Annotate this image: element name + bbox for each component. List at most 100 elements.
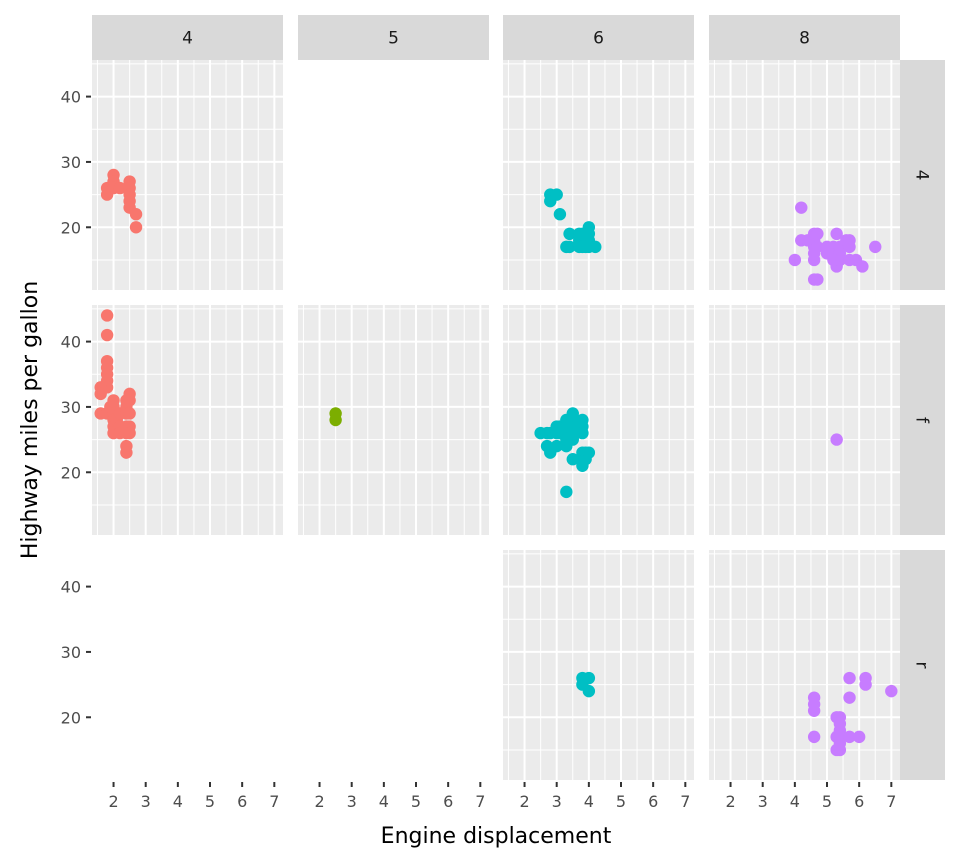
data-point (576, 426, 589, 440)
data-point (94, 387, 107, 401)
panel-background (709, 550, 900, 780)
data-point (120, 446, 133, 459)
data-point (811, 227, 824, 241)
data-point (550, 188, 563, 201)
strip-top-4: 4 (92, 15, 283, 60)
strip-background (92, 15, 283, 60)
data-point (582, 446, 596, 459)
x-tick-label: 7 (269, 792, 279, 811)
x-tick-label: 4 (790, 792, 800, 811)
data-point (869, 240, 882, 254)
data-point (100, 309, 114, 322)
data-point (807, 730, 821, 744)
data-point (807, 253, 821, 267)
x-tick-label: 5 (411, 792, 421, 811)
x-tick-label: 3 (552, 792, 562, 811)
data-point (589, 240, 602, 254)
data-point (852, 730, 866, 744)
x-tick-label: 3 (347, 792, 357, 811)
y-tick-label: 20 (61, 463, 81, 482)
data-point (113, 181, 127, 195)
panel-background (92, 60, 283, 290)
data-point (563, 227, 576, 241)
data-point (123, 394, 136, 407)
strip-top-8: 8 (709, 15, 900, 60)
data-point (582, 671, 596, 685)
y-tick-label: 30 (61, 643, 81, 662)
x-tick-label: 4 (173, 792, 183, 811)
data-point (563, 240, 576, 254)
data-point (579, 240, 592, 254)
x-tick-label: 2 (725, 792, 735, 811)
panel-4-4 (92, 60, 283, 290)
x-tick-label: 3 (758, 792, 768, 811)
x-tick-label: 7 (886, 792, 896, 811)
data-point (795, 201, 808, 214)
data-point (582, 684, 596, 698)
data-point (550, 439, 563, 453)
y-axis-title: Highway miles per gallon (18, 281, 43, 559)
x-tick-label: 2 (314, 792, 324, 811)
data-point (129, 208, 143, 221)
panel-background (92, 305, 283, 535)
strip-label: f (912, 417, 932, 424)
strip-label: 8 (799, 29, 810, 49)
data-point (843, 671, 856, 685)
strip-background (900, 60, 945, 290)
data-point (560, 433, 573, 446)
data-point (100, 328, 114, 342)
y-tick-label: 20 (61, 708, 81, 727)
data-point (830, 227, 843, 241)
data-point (553, 208, 567, 221)
y-tick-label: 40 (61, 578, 81, 597)
x-tick-label: 7 (680, 792, 690, 811)
strip-right-f: f (900, 305, 945, 535)
panel-background (503, 60, 694, 290)
x-tick-label: 6 (443, 792, 453, 811)
data-point (885, 684, 898, 698)
data-point (856, 260, 869, 273)
strip-background (709, 15, 900, 60)
data-point (833, 743, 847, 757)
strip-top-6: 6 (503, 15, 694, 60)
x-tick-label: 6 (854, 792, 864, 811)
x-tick-label: 7 (475, 792, 485, 811)
data-point (123, 407, 136, 420)
x-tick-label: 3 (141, 792, 151, 811)
strip-label: r (912, 662, 932, 669)
data-point (833, 717, 847, 731)
x-tick-label: 5 (822, 792, 832, 811)
data-point (788, 253, 802, 267)
panel-6-f (503, 305, 694, 535)
strip-right-4: 4 (900, 60, 945, 290)
strip-background (900, 305, 945, 535)
data-point (807, 704, 821, 717)
data-point (830, 433, 843, 446)
panel-background (709, 305, 900, 535)
data-point (843, 240, 856, 254)
panel-8-r (709, 550, 900, 780)
panel-8-4 (709, 60, 900, 290)
panel-6-4 (503, 60, 694, 290)
x-tick-label: 2 (519, 792, 529, 811)
data-point (329, 413, 342, 427)
panel-background (503, 550, 694, 780)
data-point (560, 485, 573, 499)
data-point (811, 240, 824, 254)
x-tick-label: 5 (205, 792, 215, 811)
panel-6-r (503, 550, 694, 780)
panel-background (298, 305, 489, 535)
x-axis-title: Engine displacement (381, 824, 612, 849)
data-point (843, 691, 856, 704)
x-tick-label: 6 (237, 792, 247, 811)
strip-top-5: 5 (298, 15, 489, 60)
x-tick-label: 5 (616, 792, 626, 811)
panel-5-f (298, 305, 489, 535)
y-tick-label: 30 (61, 398, 81, 417)
strip-background (900, 550, 945, 780)
data-point (566, 453, 579, 466)
x-tick-label: 6 (648, 792, 658, 811)
strip-label: 6 (593, 29, 604, 49)
panel-8-f (709, 305, 900, 535)
